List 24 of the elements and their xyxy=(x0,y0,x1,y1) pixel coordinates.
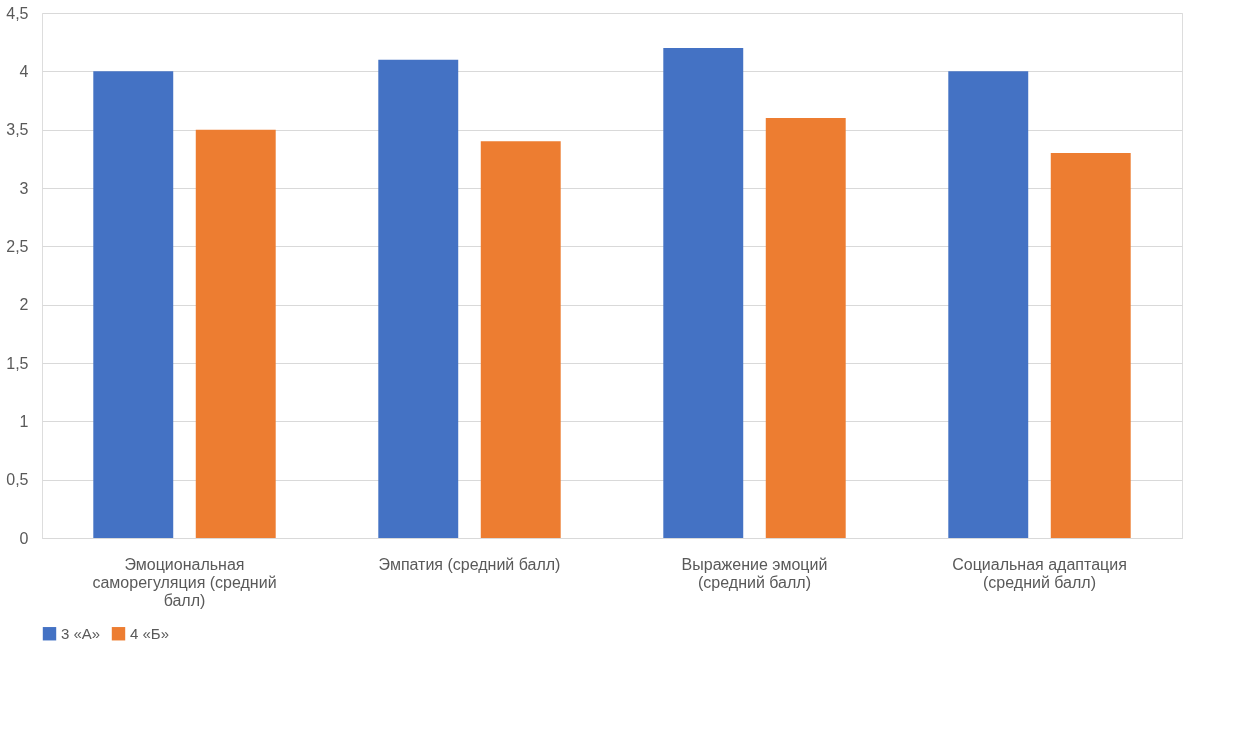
x-tick-label: Социальная адаптация (средний балл) xyxy=(952,555,1127,591)
y-tick-label: 0,5 xyxy=(6,471,29,489)
bar xyxy=(1050,153,1131,538)
y-tick-label: 4 xyxy=(19,62,29,80)
bar xyxy=(93,71,174,538)
bar xyxy=(663,48,744,538)
legend-label: 3 «А» xyxy=(61,624,101,642)
y-tick-label: 4,5 xyxy=(6,4,29,22)
x-tick-label: Выражение эмоций (средний балл) xyxy=(681,555,828,591)
x-tick-label: Эмпатия (средний балл) xyxy=(378,555,561,573)
bar xyxy=(480,141,561,538)
y-tick-label: 2,5 xyxy=(6,237,29,255)
x-tick-label: Эмоциональная саморегуляция (средний балл) xyxy=(92,555,277,609)
bar xyxy=(195,129,276,538)
y-tick-label: 2 xyxy=(19,296,29,314)
bar xyxy=(948,71,1029,538)
bar xyxy=(378,59,459,538)
y-tick-label: 3,5 xyxy=(6,121,29,139)
y-tick-label: 1 xyxy=(19,412,29,430)
legend-label: 4 «Б» xyxy=(130,624,170,642)
y-tick-label: 1,5 xyxy=(6,354,29,372)
y-tick-label: 3 xyxy=(19,179,29,197)
y-tick-label: 0 xyxy=(19,529,29,547)
bar xyxy=(765,118,846,538)
